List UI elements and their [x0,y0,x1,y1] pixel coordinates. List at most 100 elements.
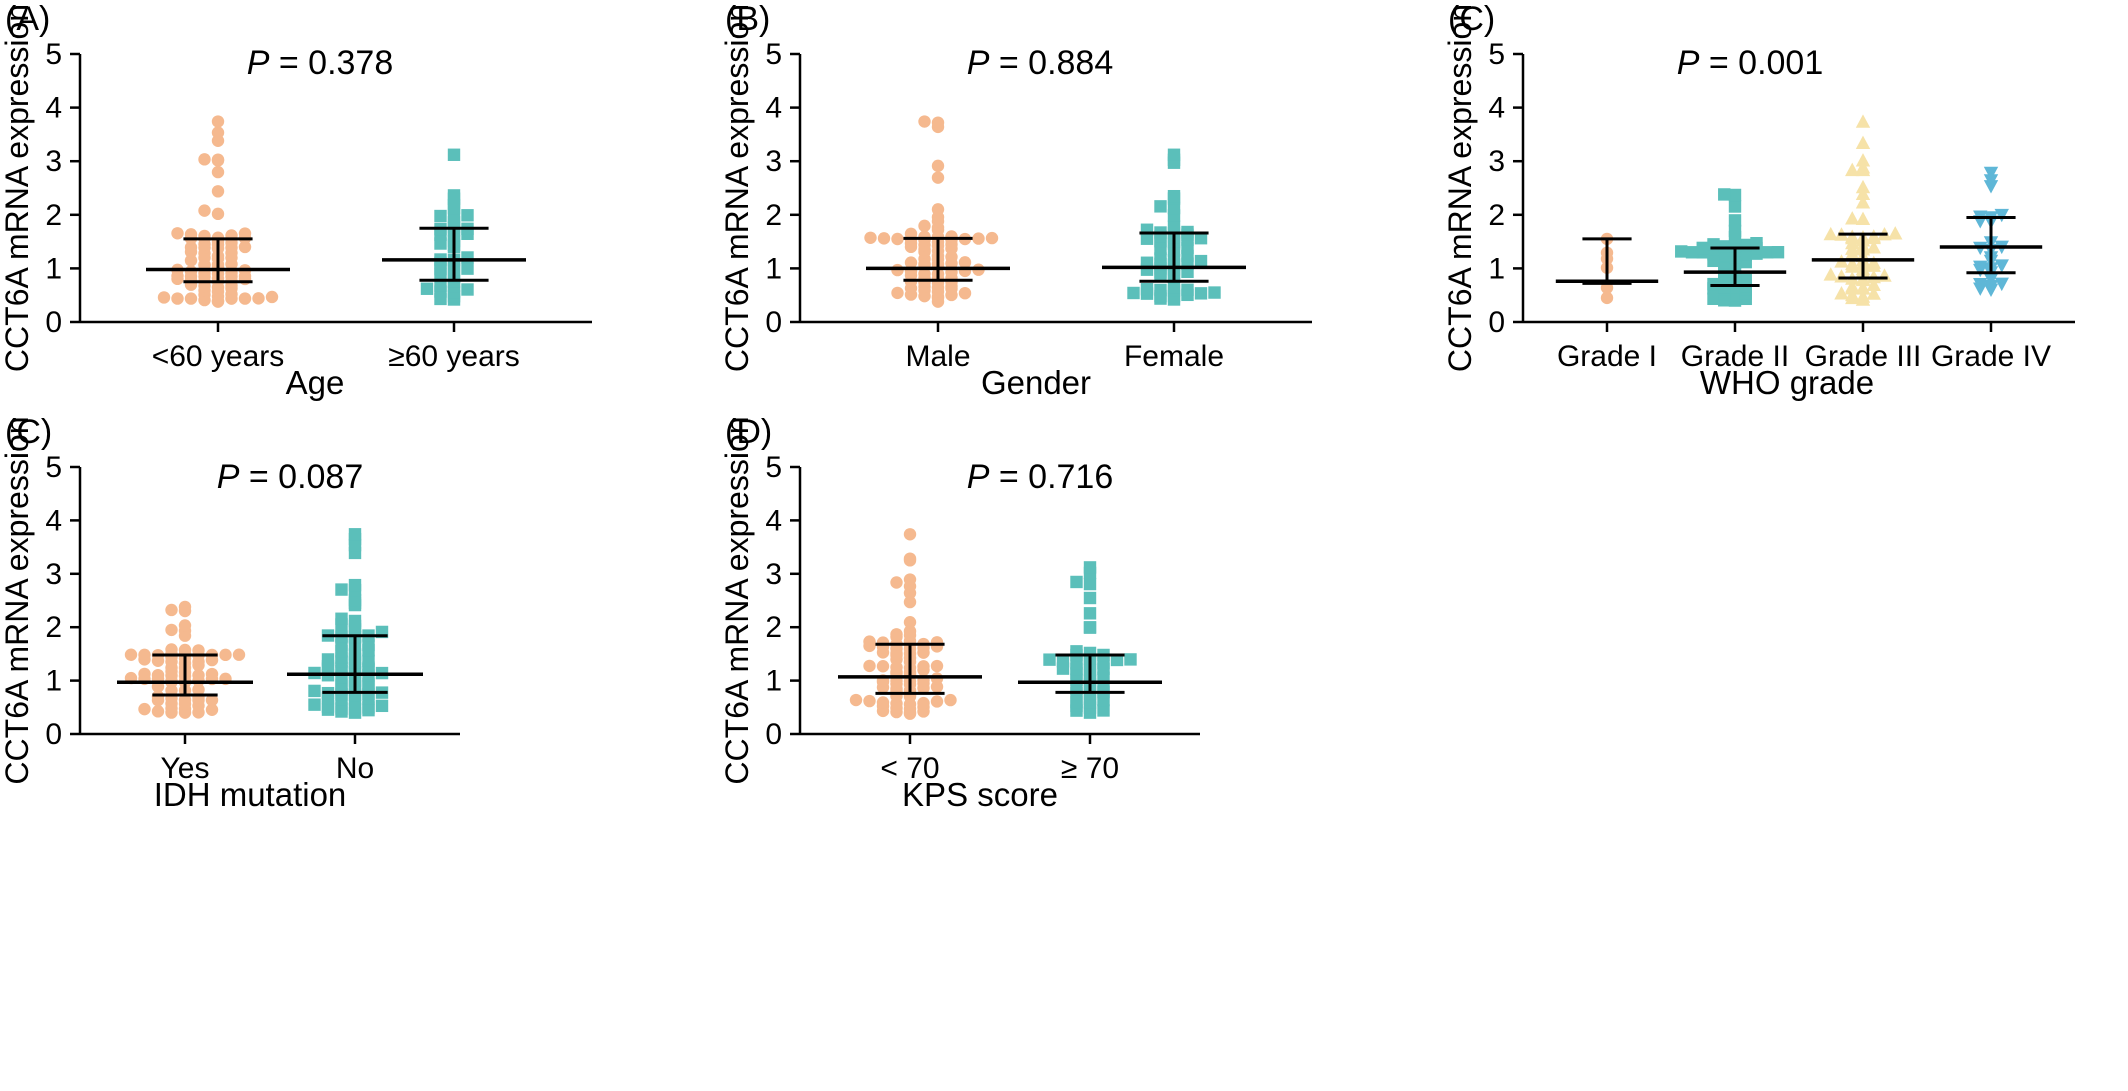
data-point [1056,655,1070,668]
data-point [863,659,876,673]
y-tick-label: 1 [1488,252,1505,285]
data-point [849,693,863,707]
data-point [1845,229,1860,243]
data-point [198,204,211,217]
data-point [1083,577,1097,591]
data-point [903,595,917,609]
y-tick-label: 3 [765,145,782,178]
data-point [219,648,232,662]
y-tick-label: 0 [45,718,62,751]
data-point [1167,189,1181,203]
panel-label: (D) [725,413,772,451]
data-point [461,251,474,264]
data-point [1600,291,1614,305]
data-point [1866,229,1881,243]
x-axis-title: KPS score [902,776,1058,813]
data-point [1140,283,1154,296]
panel-3: (C) P = 0.001 0 1 2 3 4 5 CCT6A mRNA expression G… [1442,0,2075,401]
data-point [1983,174,1999,188]
data-point [138,667,151,681]
data-point [348,702,362,716]
data-point [930,695,944,708]
data-point [1070,575,1083,589]
data-point [192,683,205,696]
data-point [1154,252,1167,265]
data-point [447,148,461,161]
data-point [1855,289,1871,303]
y-tick-label: 4 [45,92,62,125]
group-2: Grade II [1675,188,1789,373]
data-point [1866,240,1881,254]
y-tick-label: 4 [1488,92,1505,125]
y-tick-label: 5 [765,38,782,71]
data-point [1110,653,1124,667]
x-tick-label: ≥ 70 [1061,752,1119,785]
data-point [447,189,461,202]
data-point [903,552,917,565]
data-point [1728,200,1742,213]
data-point [178,600,192,614]
group-1: Male [864,115,1010,373]
data-point [1834,286,1849,300]
y-tick-label: 2 [1488,199,1505,232]
data-point [1855,135,1871,149]
data-point [1124,653,1137,666]
y-tick-label: 4 [45,504,62,537]
y-tick-label: 2 [765,199,782,232]
data-point [1728,214,1742,227]
data-point [931,116,945,129]
data-point [1083,561,1097,574]
p-symbol: P [967,458,990,496]
data-point [252,292,265,305]
data-point [1855,211,1871,226]
data-point [1855,153,1871,167]
data-point [157,291,171,304]
y-axis-title: CCT6A mRNA expression [0,416,35,784]
data-point [184,254,198,267]
panel-label: (C) [1448,0,1495,38]
x-tick-label: Grade I [1557,340,1657,373]
data-point [863,694,876,708]
y-tick-label: 1 [45,252,62,285]
data-point [944,693,957,707]
x-axis-title: Age [286,364,345,401]
data-point [864,231,877,244]
data-point [211,165,225,179]
data-point [877,232,891,245]
group-2: ≥ 70 [1018,561,1162,785]
x-tick-label: <60 years [152,340,285,373]
data-point [903,616,917,629]
data-point [238,292,252,305]
x-tick-label: Male [905,340,970,373]
data-point [1707,292,1720,305]
data-point [903,624,917,638]
data-point [918,219,931,233]
data-point [1866,286,1881,300]
data-point [1728,188,1742,202]
data-point [1994,208,2009,223]
panel-label: (B) [725,0,770,38]
data-point [151,705,165,718]
group-2: Female [1102,148,1246,373]
data-point [375,699,389,713]
data-point [461,283,474,296]
data-point [876,636,890,649]
data-point [1097,704,1110,717]
data-point [151,690,165,703]
y-tick-label: 5 [765,451,782,484]
panel-1: (A) P = 0.378 0 1 2 3 4 5 CCT6A mRNA expression <… [0,0,592,401]
x-tick-label: Grade III [1805,340,1922,373]
group-2: ≥60 years [382,148,526,373]
y-tick-label: 5 [1488,38,1505,71]
data-point [308,698,321,711]
group-1: Grade I [1555,232,1659,373]
data-point [1685,246,1699,259]
data-point [348,593,362,607]
data-point [876,696,890,709]
data-point [1855,160,1871,174]
y-tick-label: 3 [1488,145,1505,178]
data-point [362,638,375,652]
data-point [238,227,252,240]
data-point [1728,224,1742,238]
data-point [232,648,246,661]
